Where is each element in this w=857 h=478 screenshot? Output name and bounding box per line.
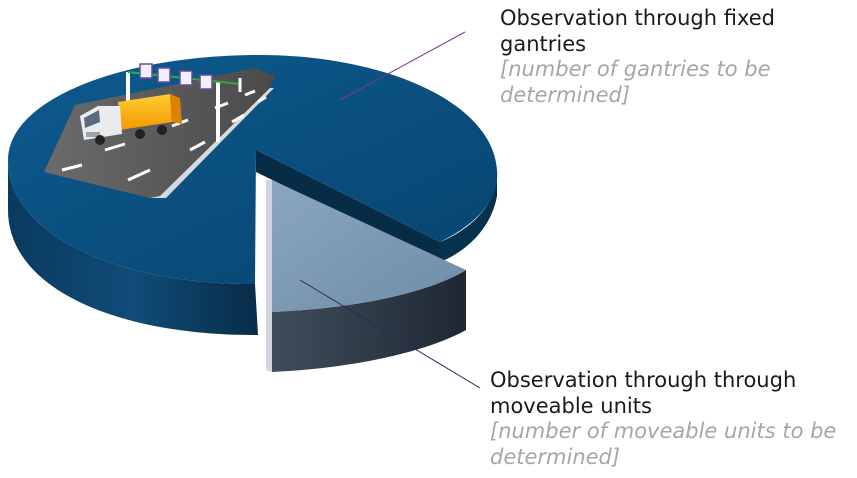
leader-line-gantries <box>339 31 466 101</box>
lane-markings <box>61 89 267 182</box>
road-image <box>44 63 275 198</box>
slice-cut-face <box>256 150 440 262</box>
label-note: [number of gantries to be determined] <box>500 57 771 107</box>
label-title: Observation through fixed gantries <box>500 6 775 56</box>
gantry-sensors <box>139 63 213 90</box>
slice-side-right-fixed-gantries <box>440 178 497 262</box>
label-note: [number of moveable units to be determin… <box>490 419 837 469</box>
label-fixed-gantries: Observation through fixed gantries [numb… <box>500 6 850 108</box>
truck-icon <box>80 94 182 145</box>
slice-side-fixed-gantries <box>8 160 258 336</box>
slice-top-moveable-units <box>272 180 466 312</box>
label-title: Observation through through moveable uni… <box>490 368 797 418</box>
label-moveable-units: Observation through through moveable uni… <box>490 368 855 470</box>
leader-line-moveable <box>299 279 481 389</box>
slice-edge-moveable-units <box>266 180 272 372</box>
